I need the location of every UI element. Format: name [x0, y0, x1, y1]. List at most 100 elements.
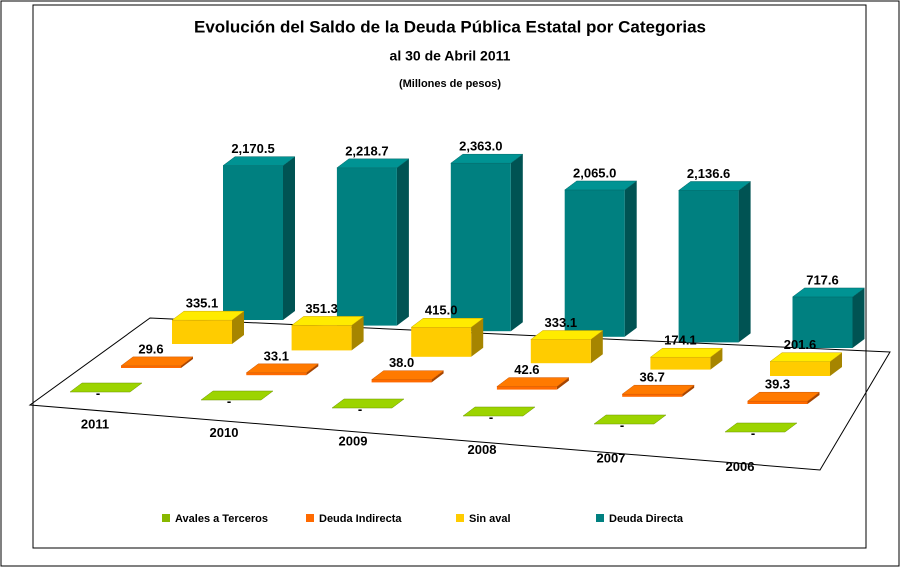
x-tick-label: 2011 — [81, 416, 109, 431]
bar-side — [830, 352, 842, 376]
bar-side — [710, 348, 723, 370]
bar-front — [530, 339, 591, 364]
bar-top — [621, 384, 695, 395]
bar-front — [291, 325, 352, 351]
floor — [28, 317, 891, 471]
bar-front — [172, 320, 232, 344]
bar — [769, 352, 843, 376]
bar-side — [232, 311, 244, 344]
bar — [171, 310, 245, 344]
bar — [746, 391, 821, 404]
bar-top — [120, 356, 194, 367]
bar-front — [246, 372, 307, 376]
bar-side — [181, 356, 193, 368]
legend-swatch — [162, 514, 170, 522]
bar-top — [69, 382, 143, 393]
bar-top — [462, 406, 536, 417]
data-label: - — [489, 409, 493, 424]
legend-swatch — [596, 514, 604, 522]
bar-front — [371, 379, 432, 383]
bar-side — [852, 287, 865, 348]
bar-top — [290, 316, 365, 326]
bar-top — [245, 363, 320, 374]
bar-front — [450, 163, 511, 332]
data-label: 36.7 — [640, 370, 665, 385]
legend-swatch — [306, 514, 314, 522]
bar-top — [450, 153, 524, 164]
data-label: 2,136.6 — [687, 166, 730, 181]
bar-front — [650, 357, 711, 370]
bar-front — [770, 361, 830, 376]
bar-top — [222, 156, 296, 166]
bar-side — [471, 318, 484, 357]
bar — [120, 356, 194, 368]
bar-front — [564, 189, 625, 337]
bar-top — [791, 287, 866, 298]
data-label: 415.0 — [425, 303, 458, 318]
data-label: 2,363.0 — [459, 139, 502, 154]
data-label: 2,065.0 — [573, 165, 616, 180]
data-label: 2,170.5 — [231, 141, 274, 156]
bar-side — [807, 392, 820, 404]
data-label: - — [751, 425, 755, 440]
bar-front — [792, 296, 853, 348]
data-label: 38.0 — [389, 355, 414, 370]
bar — [530, 330, 604, 364]
bar-top — [370, 370, 445, 380]
bar — [724, 422, 798, 433]
data-label: - — [620, 417, 624, 432]
bar-side — [738, 181, 751, 343]
bar — [677, 181, 752, 343]
bar-side — [431, 370, 444, 383]
bar-top — [563, 180, 638, 191]
legend-swatch — [456, 514, 464, 522]
data-label: - — [227, 393, 231, 408]
bar-front — [411, 327, 472, 357]
bar-side — [556, 377, 569, 390]
bar-top — [496, 377, 570, 387]
bar-side — [510, 154, 523, 332]
x-tick-label: 2008 — [468, 442, 497, 457]
legend-label: Avales a Terceros — [175, 513, 268, 525]
bar — [222, 156, 296, 320]
bar — [200, 390, 274, 401]
legend-label: Deuda Directa — [609, 513, 684, 525]
legend-label: Deuda Indirecta — [319, 513, 402, 525]
bar-top — [769, 352, 843, 362]
data-label: 39.3 — [765, 377, 790, 392]
data-label: 335.1 — [186, 296, 219, 311]
bar — [69, 382, 143, 393]
bar — [462, 406, 536, 417]
bar-front — [121, 365, 181, 368]
bar-front — [336, 167, 397, 326]
bar-side — [590, 330, 603, 364]
bar-top — [746, 391, 821, 402]
data-label: 717.6 — [806, 272, 839, 287]
bar-top — [530, 330, 604, 340]
bar-top — [677, 181, 752, 191]
bar — [450, 153, 524, 332]
bar — [621, 384, 695, 397]
x-tick-label: 2007 — [597, 450, 626, 465]
bar — [410, 318, 484, 357]
bar-side — [351, 316, 364, 351]
bar-top — [649, 347, 724, 358]
bar-front — [622, 394, 683, 397]
bar-side — [624, 180, 637, 337]
bar-front — [223, 165, 283, 320]
bar — [593, 414, 667, 425]
bar-front — [496, 386, 557, 390]
bar — [370, 370, 445, 383]
bar-top — [200, 390, 274, 401]
bar-side — [682, 385, 695, 397]
legend-label: Sin aval — [469, 513, 511, 525]
data-label: - — [96, 385, 100, 400]
data-label: 333.1 — [545, 315, 578, 330]
bar-side — [283, 156, 295, 320]
bar — [791, 287, 866, 348]
x-tick-label: 2006 — [726, 459, 755, 474]
bar-top — [724, 422, 798, 433]
data-label: 29.6 — [138, 341, 163, 356]
data-label: - — [358, 401, 362, 416]
